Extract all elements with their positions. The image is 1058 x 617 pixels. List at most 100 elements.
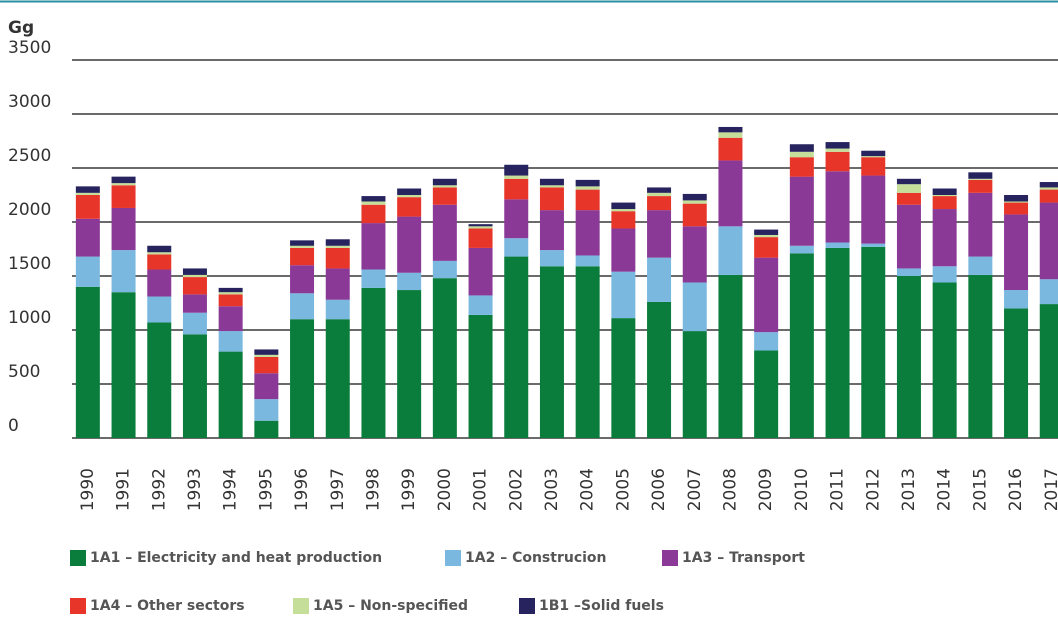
- bar-segment: [254, 354, 279, 357]
- bar-segment: [861, 246, 886, 438]
- bar-segment: [75, 192, 100, 195]
- bar-segment: [896, 276, 921, 438]
- x-tick-label: 1992: [149, 468, 169, 511]
- bar-segment: [861, 156, 886, 158]
- bar-segment: [789, 144, 814, 152]
- x-tick-label: 1991: [114, 468, 134, 511]
- bar-segment: [75, 218, 100, 257]
- bar-segment: [111, 292, 136, 438]
- bar-segment: [896, 204, 921, 269]
- bar-segment: [147, 296, 172, 323]
- bar-segment: [182, 274, 207, 278]
- bar-segment: [432, 187, 457, 205]
- bar-segment: [290, 240, 315, 246]
- bar-segment: [504, 256, 529, 438]
- bar-segment: [682, 282, 707, 332]
- x-tick-label: 2006: [649, 468, 669, 511]
- x-tick-label: 1997: [328, 468, 348, 511]
- bar-segment: [968, 256, 993, 275]
- bar-segment: [789, 253, 814, 438]
- bar-segment: [504, 164, 529, 176]
- bar-segment: [968, 179, 993, 193]
- bar-segment: [718, 226, 743, 275]
- bar-segment: [718, 137, 743, 161]
- bar-segment: [968, 192, 993, 257]
- bar-segment: [397, 195, 422, 198]
- bar-segment: [825, 151, 850, 172]
- bar-segment: [111, 176, 136, 184]
- bar-segment: [611, 228, 636, 272]
- y-tick-label: 0: [8, 416, 19, 436]
- x-tick-label: 2010: [792, 468, 812, 511]
- bar-segment: [575, 266, 600, 438]
- bar-segment: [1004, 201, 1029, 203]
- bar-segment: [254, 399, 279, 421]
- bar-segment: [290, 245, 315, 248]
- bar-segment: [147, 254, 172, 270]
- bar-segment: [218, 331, 243, 352]
- bar-segment: [611, 271, 636, 319]
- legend-swatch: [70, 598, 86, 614]
- bar-segment: [896, 192, 921, 205]
- bar-segment: [968, 172, 993, 179]
- bar-segment: [254, 420, 279, 438]
- bar-segment: [182, 294, 207, 313]
- bar-segment: [182, 277, 207, 295]
- bar-segment: [825, 148, 850, 152]
- bar-segment: [789, 245, 814, 254]
- bar-segment: [325, 299, 350, 320]
- bar-segment: [147, 322, 172, 438]
- bar-segment: [1039, 304, 1058, 438]
- bar-segment: [682, 331, 707, 438]
- bar-segment: [468, 247, 493, 296]
- bar-segment: [1039, 187, 1058, 190]
- bar-segment: [932, 209, 957, 267]
- bar-segment: [468, 224, 493, 227]
- bar-segment: [432, 278, 457, 438]
- bar-segment: [504, 175, 529, 179]
- bar-segment: [75, 286, 100, 438]
- legend-swatch: [662, 550, 678, 566]
- legend-label: 1A3 – Transport: [682, 550, 805, 566]
- bar-segment: [290, 319, 315, 438]
- bar-segment: [397, 272, 422, 291]
- bar-segment: [325, 245, 350, 248]
- x-tick-label: 2015: [970, 468, 990, 511]
- bar-segment: [825, 171, 850, 243]
- x-tick-label: 2005: [613, 468, 633, 511]
- bar-segment: [290, 293, 315, 320]
- bar-segment: [111, 185, 136, 208]
- bar-segment: [1039, 202, 1058, 280]
- bar-segment: [539, 266, 564, 438]
- bar-segment: [1039, 279, 1058, 305]
- bar-segment: [361, 223, 386, 270]
- x-tick-label: 1993: [185, 468, 205, 511]
- bar-segment: [682, 203, 707, 227]
- bar-segment: [575, 255, 600, 267]
- bar-segment: [1039, 182, 1058, 188]
- bar-segment: [468, 226, 493, 229]
- x-tick-label: 1994: [221, 468, 241, 511]
- bar-segment: [647, 192, 672, 197]
- bar-segment: [896, 178, 921, 185]
- bar-segment: [1004, 214, 1029, 291]
- x-tick-label: 1995: [256, 468, 276, 511]
- bar-segment: [718, 126, 743, 133]
- bar-segment: [754, 229, 779, 235]
- bar-segment: [325, 247, 350, 269]
- bar-segment: [1039, 189, 1058, 203]
- bar-segment: [1004, 290, 1029, 309]
- bar-segment: [754, 237, 779, 258]
- bar-segment: [896, 268, 921, 276]
- bar-segment: [789, 176, 814, 246]
- bar-segment: [397, 188, 422, 195]
- bar-segment: [218, 294, 243, 307]
- x-tick-label: 2003: [542, 468, 562, 511]
- bar-segment: [754, 257, 779, 333]
- bar-segment: [575, 186, 600, 190]
- bar-segment: [647, 196, 672, 211]
- bar-segment: [647, 301, 672, 438]
- bar-segment: [932, 196, 957, 210]
- x-tick-label: 2013: [899, 468, 919, 511]
